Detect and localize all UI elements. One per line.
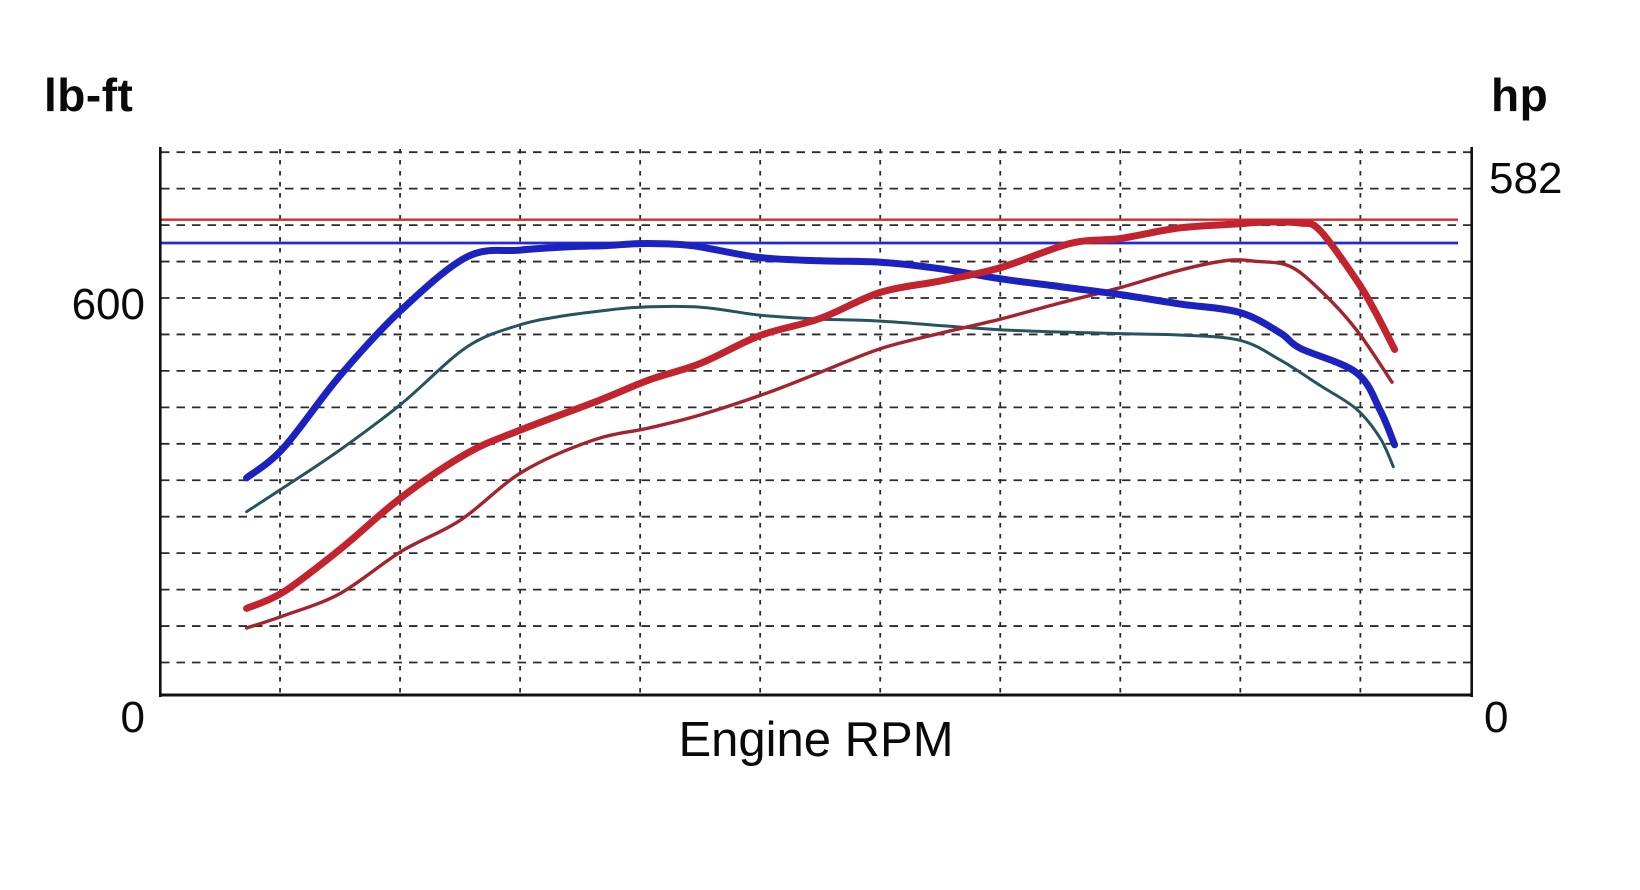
torque-baseline-curve — [245, 304, 1395, 514]
left-axis-unit-label: lb-ft — [44, 69, 134, 121]
torque-main-curve — [243, 240, 1399, 482]
hp-main-curve — [243, 218, 1399, 612]
right-axis-tick-0: 0 — [1484, 693, 1509, 742]
dyno-chart — [159, 146, 1473, 700]
left-axis-tick-0: 0 — [120, 693, 145, 742]
left-axis-tick-600: 600 — [71, 280, 145, 329]
right-axis-unit-label: hp — [1491, 69, 1549, 121]
dyno-plot-svg — [159, 147, 1473, 697]
right-axis-tick-582: 582 — [1489, 154, 1563, 203]
hp-baseline-curve — [244, 258, 1394, 630]
x-axis-label: Engine RPM — [678, 713, 954, 767]
